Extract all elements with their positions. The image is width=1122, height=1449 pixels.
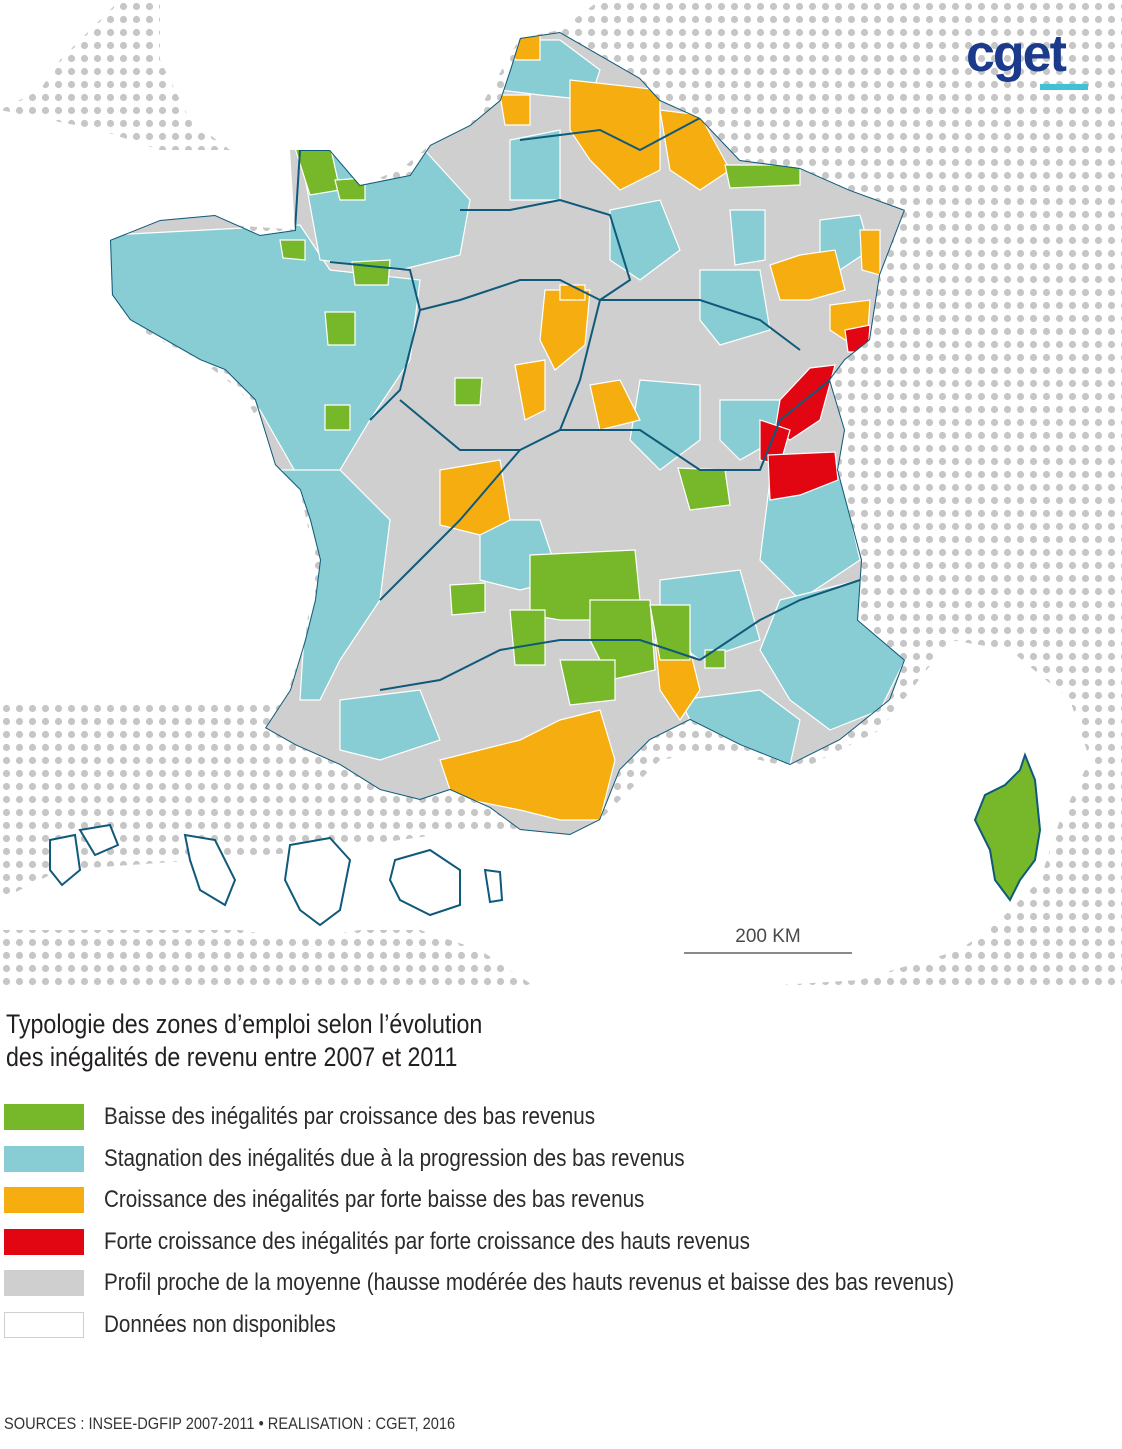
white-sea-mediterranean xyxy=(0,640,1090,990)
guyane xyxy=(283,836,352,927)
legend-item-gray: Profil proche de la moyenne (hausse modé… xyxy=(4,1268,1114,1310)
martinique xyxy=(183,833,237,907)
sources-credit: SOURCES : INSEE-DGFIP 2007-2011 • REALIS… xyxy=(4,1414,456,1433)
legend-label: Données non disponibles xyxy=(104,1310,336,1338)
mayotte xyxy=(483,868,504,904)
white-sea-atlantic xyxy=(0,110,315,700)
legend-item-orange: Croissance des inégalités par forte bais… xyxy=(4,1185,1114,1227)
map-title: Typologie des zones d’emploi selon l’évo… xyxy=(6,1008,660,1074)
legend-label: Forte croissance des inégalités par fort… xyxy=(104,1227,750,1255)
scale-line xyxy=(684,952,852,954)
map-area: cget 200 KM xyxy=(0,0,1122,990)
logo-text: cget xyxy=(966,25,1067,83)
zones-green xyxy=(279,144,801,706)
legend-item-red: Forte croissance des inégalités par fort… xyxy=(4,1227,1114,1269)
legend-label: Profil proche de la moyenne (hausse modé… xyxy=(104,1269,955,1296)
legend-swatch-red xyxy=(4,1228,84,1255)
legend-swatch-white xyxy=(4,1311,84,1338)
corsica xyxy=(973,752,1042,902)
legend-label: Croissance des inégalités par forte bais… xyxy=(104,1186,645,1213)
legend-label: Baisse des inégalités par croissance des… xyxy=(104,1103,596,1130)
white-landmass-east xyxy=(0,0,120,110)
legend-item-white: Données non disponibles xyxy=(4,1310,1114,1352)
reunion xyxy=(388,848,461,917)
region-borders xyxy=(110,32,905,835)
title-line-2: des inégalités de revenu entre 2007 et 2… xyxy=(6,1042,458,1072)
logo-underline xyxy=(1040,84,1088,90)
title-line-1: Typologie des zones d’emploi selon l’évo… xyxy=(6,1009,483,1039)
overseas-territories xyxy=(49,823,504,927)
legend: Baisse des inégalités par croissance des… xyxy=(4,1102,1114,1351)
legend-swatch-gray xyxy=(4,1270,84,1296)
legend-item-green: Baisse des inégalités par croissance des… xyxy=(4,1102,1114,1144)
legend-item-blue: Stagnation des inégalités due à la progr… xyxy=(4,1144,1114,1186)
guadeloupe xyxy=(49,823,120,887)
france-map xyxy=(0,0,1122,990)
legend-swatch-blue xyxy=(4,1145,84,1172)
legend-label: Stagnation des inégalités due à la progr… xyxy=(104,1144,685,1172)
scale-bar: 200 KM xyxy=(684,926,852,954)
scale-label: 200 KM xyxy=(735,926,801,947)
white-sea-channel xyxy=(160,0,600,185)
legend-swatch-orange xyxy=(4,1187,84,1213)
legend-swatch-green xyxy=(4,1104,84,1130)
cget-logo: cget xyxy=(966,28,1098,92)
